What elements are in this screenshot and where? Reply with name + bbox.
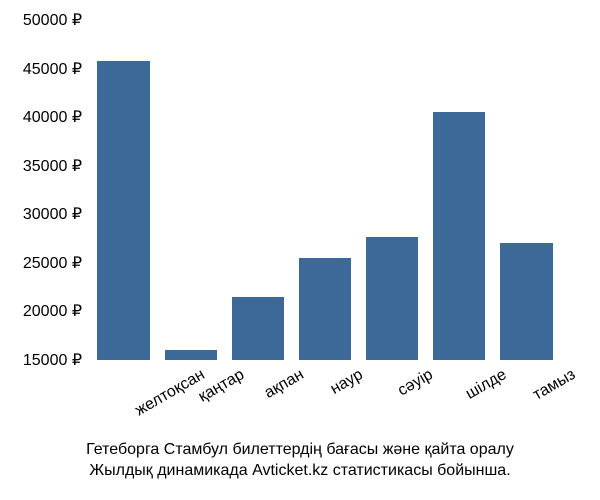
x-tick-label: наур bbox=[328, 366, 367, 399]
chart-bar bbox=[165, 350, 217, 360]
y-tick-label: 45000 ₽ bbox=[23, 59, 82, 79]
x-tick-label: шілде bbox=[463, 366, 510, 404]
caption-line-1: Гетеборга Стамбул билеттердің бағасы жән… bbox=[86, 441, 514, 458]
y-tick-label: 40000 ₽ bbox=[23, 107, 82, 127]
y-tick-label: 35000 ₽ bbox=[23, 156, 82, 176]
y-tick-label: 15000 ₽ bbox=[23, 350, 82, 370]
x-tick-label: сәуір bbox=[395, 366, 436, 400]
chart-bar bbox=[97, 61, 149, 360]
y-tick-label: 30000 ₽ bbox=[23, 204, 82, 224]
chart-bar bbox=[232, 297, 284, 360]
chart-plot: 15000 ₽20000 ₽25000 ₽30000 ₽35000 ₽40000… bbox=[90, 20, 560, 360]
chart-bar bbox=[433, 112, 485, 360]
x-tick-label: тамыз bbox=[531, 366, 580, 405]
x-tick-label: ақпан bbox=[262, 366, 308, 403]
y-tick-label: 25000 ₽ bbox=[23, 253, 82, 273]
chart-bar bbox=[366, 237, 418, 360]
chart-bar bbox=[299, 258, 351, 360]
chart-caption: Гетеборга Стамбул билеттердің бағасы жән… bbox=[0, 439, 600, 482]
chart-container: 15000 ₽ 20000 ₽ 25000 ₽ 30000 ₽ 35000 ₽ 40000… bbox=[0, 0, 600, 500]
chart-bar bbox=[500, 243, 552, 360]
y-tick-label: 50000 ₽ bbox=[23, 10, 82, 30]
caption-line-2: Жылдық динамикада Avticket.kz статистика… bbox=[89, 462, 510, 479]
chart-plot-area: 15000 ₽20000 ₽25000 ₽30000 ₽35000 ₽40000… bbox=[90, 20, 560, 360]
y-tick-label: 20000 ₽ bbox=[23, 301, 82, 321]
